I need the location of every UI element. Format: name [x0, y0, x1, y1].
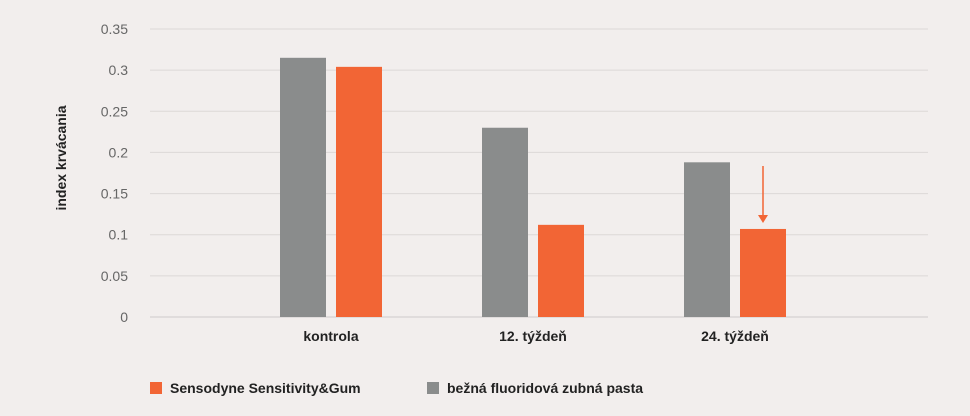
x-category-label: 24. týždeň — [701, 328, 769, 344]
y-tick-label: 0.35 — [101, 21, 128, 37]
y-tick-label: 0.25 — [101, 103, 128, 119]
y-tick-label: 0 — [120, 309, 128, 325]
bar-series-gray-1 — [482, 127, 528, 317]
x-axis-categories: kontrola 12. týždeň 24. týždeň — [303, 328, 768, 344]
annotations — [758, 166, 768, 223]
y-axis-label: index krvácania — [53, 105, 69, 210]
y-tick-label: 0.2 — [109, 144, 129, 160]
y-tick-label: 0.1 — [109, 227, 129, 243]
y-tick-label: 0.05 — [101, 268, 128, 284]
y-tick-label: 0.15 — [101, 186, 128, 202]
x-category-label: 12. týždeň — [499, 328, 567, 344]
bar-series-gray-0 — [280, 57, 326, 318]
x-category-label: kontrola — [303, 328, 358, 344]
bar-series-orange-1 — [538, 224, 584, 317]
bar-series-gray-2 — [684, 162, 730, 317]
legend: Sensodyne Sensitivity&Gum bežná fluoridov… — [150, 380, 643, 396]
legend-swatch — [150, 382, 162, 394]
bars — [280, 57, 786, 318]
bar-series-orange-0 — [336, 66, 382, 317]
arrow-down-icon — [758, 214, 768, 223]
bar-series-orange-2 — [740, 228, 786, 317]
y-axis-ticks: 0 0.05 0.1 0.15 0.2 0.25 0.3 0.35 — [101, 21, 128, 325]
y-tick-label: 0.3 — [109, 62, 129, 78]
legend-label: Sensodyne Sensitivity&Gum — [170, 380, 361, 396]
legend-swatch — [427, 382, 439, 394]
legend-label: bežná fluoridová zubná pasta — [447, 380, 643, 396]
